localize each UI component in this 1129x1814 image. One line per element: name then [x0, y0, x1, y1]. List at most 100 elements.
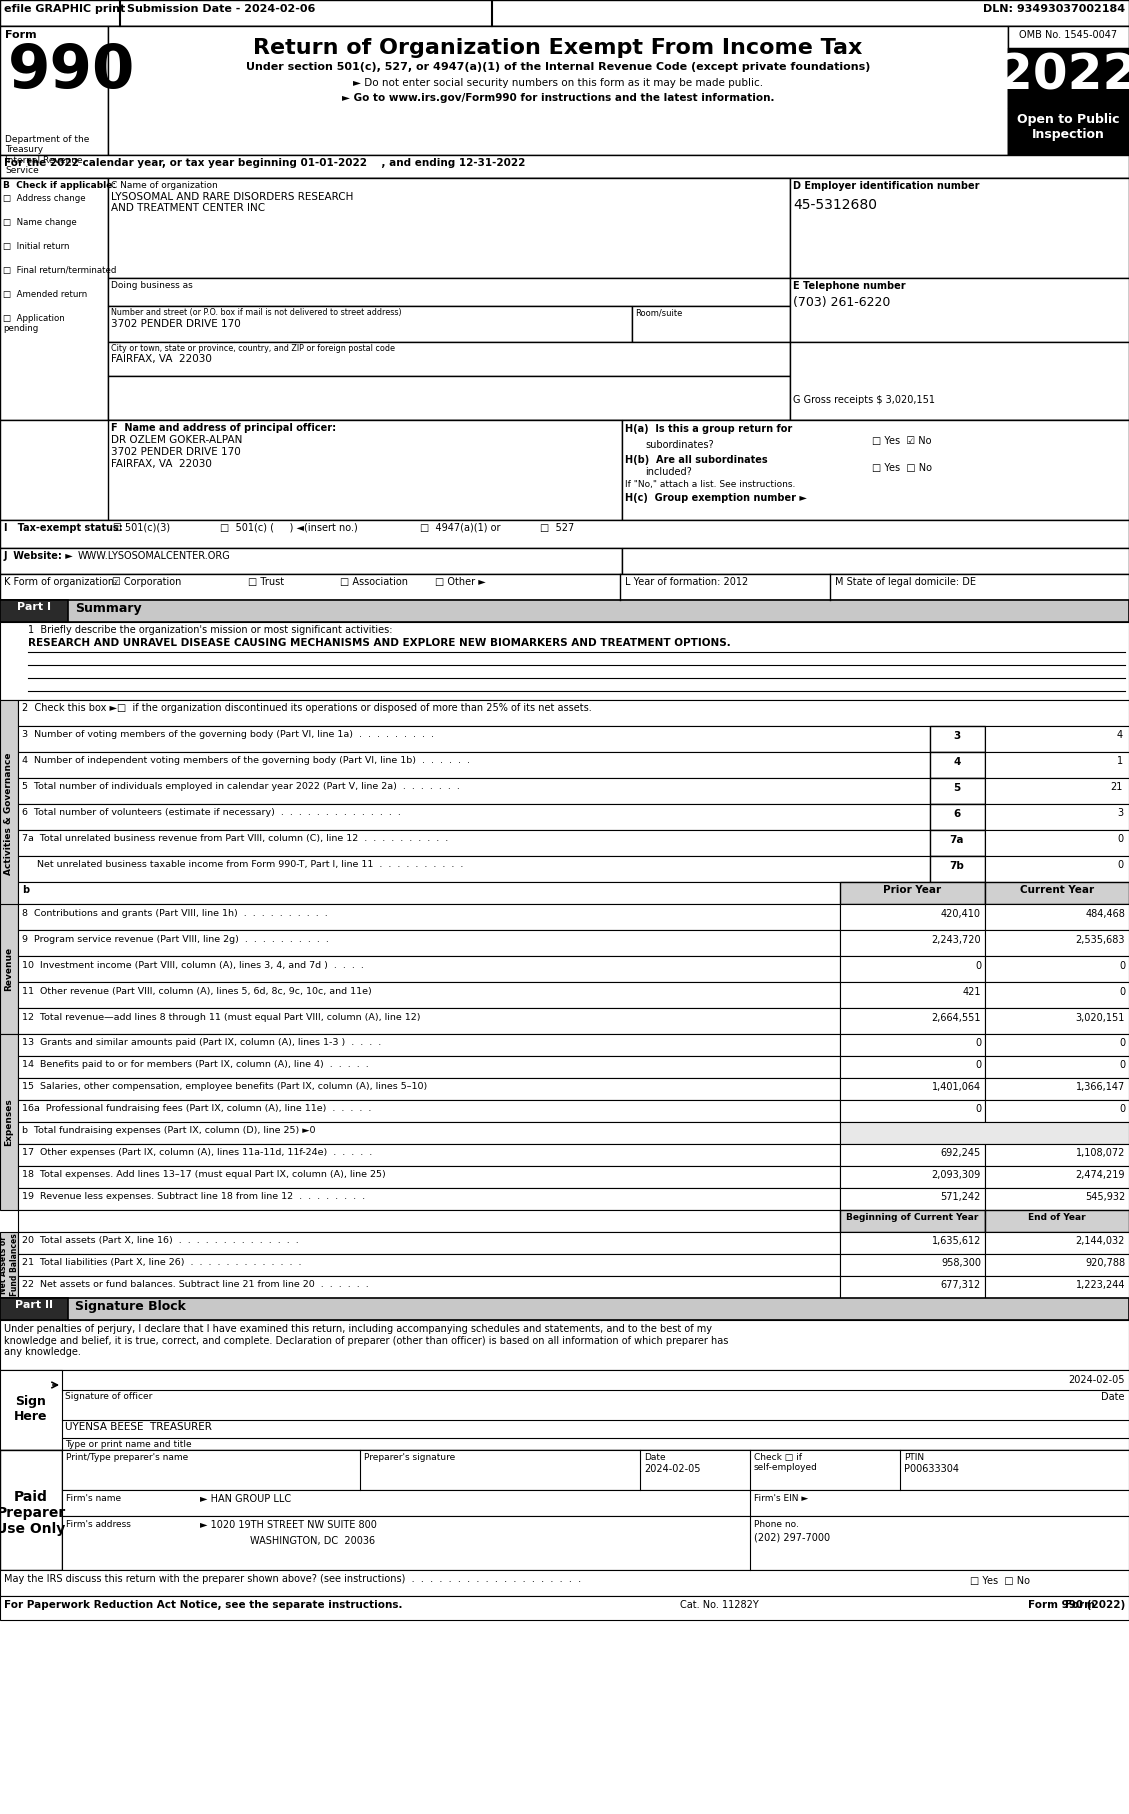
Text: Form: Form [5, 31, 36, 40]
Bar [0, 600, 1129, 622]
Text: 4: 4 [953, 756, 961, 767]
Text: 571,242: 571,242 [940, 1192, 981, 1203]
Bar [984, 1275, 1129, 1299]
Text: Current Year: Current Year [1019, 885, 1094, 894]
Bar [62, 1449, 1129, 1489]
Bar [622, 421, 1129, 521]
Text: PTIN: PTIN [904, 1453, 925, 1462]
Text: ► Do not enter social security numbers on this form as it may be made public.: ► Do not enter social security numbers o… [353, 78, 763, 89]
Text: □  501(c) (     ) ◄(insert no.): □ 501(c) ( ) ◄(insert no.) [220, 522, 358, 533]
Bar [108, 25, 1008, 154]
Bar [18, 778, 930, 804]
Text: Print/Type preparer's name: Print/Type preparer's name [65, 1453, 189, 1462]
Text: E Telephone number: E Telephone number [793, 281, 905, 290]
Bar [840, 956, 984, 981]
Text: 7a  Total unrelated business revenue from Part VIII, column (C), line 12  .  .  : 7a Total unrelated business revenue from… [21, 834, 448, 844]
Bar [930, 856, 984, 882]
Bar [62, 1517, 1129, 1569]
Bar [108, 343, 790, 375]
Bar [108, 375, 790, 421]
Text: 1: 1 [1117, 756, 1123, 766]
Text: 692,245: 692,245 [940, 1148, 981, 1157]
Text: UYENSA BEESE  TREASURER: UYENSA BEESE TREASURER [65, 1422, 212, 1431]
Bar [0, 1299, 1129, 1321]
Text: 3,020,151: 3,020,151 [1076, 1012, 1124, 1023]
Text: 0: 0 [974, 1059, 981, 1070]
Text: Department of the
Treasury
Internal Revenue
Service: Department of the Treasury Internal Reve… [5, 134, 89, 176]
Text: 15  Salaries, other compensation, employee benefits (Part IX, column (A), lines : 15 Salaries, other compensation, employe… [21, 1081, 427, 1090]
Bar [984, 1210, 1129, 1232]
Text: 3702 PENDER DRIVE 170: 3702 PENDER DRIVE 170 [111, 319, 240, 328]
Bar [0, 548, 622, 573]
Bar [984, 856, 1129, 882]
Text: 2  Check this box ►□  if the organization discontinued its operations or dispose: 2 Check this box ►□ if the organization … [21, 704, 592, 713]
Bar [984, 1099, 1129, 1123]
Text: 2,474,219: 2,474,219 [1076, 1170, 1124, 1179]
Text: FAIRFAX, VA  22030: FAIRFAX, VA 22030 [111, 459, 212, 470]
Bar [0, 573, 1129, 600]
Text: 0: 0 [1119, 1059, 1124, 1070]
Text: AND TREATMENT CENTER INC: AND TREATMENT CENTER INC [111, 203, 265, 212]
Text: 6  Total number of volunteers (estimate if necessary)  .  .  .  .  .  .  .  .  .: 6 Total number of volunteers (estimate i… [21, 807, 401, 816]
Text: 0: 0 [974, 961, 981, 970]
Bar [18, 956, 840, 981]
Text: 920,788: 920,788 [1085, 1257, 1124, 1268]
Text: 2,243,720: 2,243,720 [931, 934, 981, 945]
Text: Net Assets or
Fund Balances: Net Assets or Fund Balances [0, 1234, 19, 1297]
Text: 3  Number of voting members of the governing body (Part VI, line 1a)  .  .  .  .: 3 Number of voting members of the govern… [21, 729, 434, 738]
Bar [840, 903, 984, 931]
Text: Check □ if
self-employed: Check □ if self-employed [754, 1453, 817, 1473]
Bar [18, 1188, 840, 1210]
Text: 0: 0 [1117, 834, 1123, 844]
Bar [840, 1145, 984, 1166]
Text: J  Website: ►: J Website: ► [5, 551, 73, 561]
Bar [984, 956, 1129, 981]
Bar [18, 1253, 840, 1275]
Text: 0: 0 [1119, 1038, 1124, 1048]
Text: 14  Benefits paid to or for members (Part IX, column (A), line 4)  .  .  .  .  .: 14 Benefits paid to or for members (Part… [21, 1059, 369, 1068]
Bar [18, 882, 930, 903]
Text: Form 990 (2022): Form 990 (2022) [1027, 1600, 1124, 1611]
Text: Net unrelated business taxable income from Form 990-T, Part I, line 11  .  .  . : Net unrelated business taxable income fr… [21, 860, 463, 869]
Text: G Gross receipts $ 3,020,151: G Gross receipts $ 3,020,151 [793, 395, 935, 405]
Bar [984, 753, 1129, 778]
Text: 1,635,612: 1,635,612 [931, 1235, 981, 1246]
Text: Paid
Preparer
Use Only: Paid Preparer Use Only [0, 1489, 65, 1536]
Bar [840, 1034, 984, 1056]
Bar [108, 278, 790, 307]
Bar [840, 1275, 984, 1299]
Bar [840, 1009, 984, 1034]
Bar [18, 726, 930, 753]
Bar [0, 154, 1129, 178]
Text: Under section 501(c), 527, or 4947(a)(1) of the Internal Revenue Code (except pr: Under section 501(c), 527, or 4947(a)(1)… [246, 62, 870, 73]
Bar [108, 178, 790, 278]
Text: b: b [21, 885, 29, 894]
Bar [984, 1232, 1129, 1253]
Text: Date: Date [644, 1453, 666, 1462]
Bar [0, 1370, 62, 1449]
Text: 21  Total liabilities (Part X, line 26)  .  .  .  .  .  .  .  .  .  .  .  .  .: 21 Total liabilities (Part X, line 26) .… [21, 1257, 301, 1266]
Text: H(a)  Is this a group return for: H(a) Is this a group return for [625, 424, 793, 434]
Bar [840, 1056, 984, 1078]
Text: 1,108,072: 1,108,072 [1076, 1148, 1124, 1157]
Text: 0: 0 [1117, 860, 1123, 871]
Text: 12  Total revenue—add lines 8 through 11 (must equal Part VIII, column (A), line: 12 Total revenue—add lines 8 through 11 … [21, 1012, 420, 1021]
Text: 484,468: 484,468 [1085, 909, 1124, 920]
Text: Summary: Summary [75, 602, 141, 615]
Text: Room/suite: Room/suite [634, 308, 682, 317]
Text: 3: 3 [1117, 807, 1123, 818]
Text: L Year of formation: 2012: L Year of formation: 2012 [625, 577, 749, 588]
Bar [18, 804, 930, 831]
Text: I   Tax-exempt status:: I Tax-exempt status: [5, 522, 123, 533]
Bar [1008, 109, 1129, 154]
Text: □  Amended return: □ Amended return [3, 290, 87, 299]
Text: □ Yes  □ No: □ Yes □ No [872, 463, 933, 473]
Bar [18, 1145, 840, 1166]
Text: 420,410: 420,410 [940, 909, 981, 920]
Text: □ Yes  □ No: □ Yes □ No [970, 1576, 1030, 1585]
Text: 0: 0 [974, 1038, 981, 1048]
Text: Cat. No. 11282Y: Cat. No. 11282Y [680, 1600, 759, 1611]
Bar [0, 1299, 68, 1321]
Text: C Name of organization: C Name of organization [111, 181, 218, 190]
Text: Firm's name: Firm's name [65, 1495, 121, 1504]
